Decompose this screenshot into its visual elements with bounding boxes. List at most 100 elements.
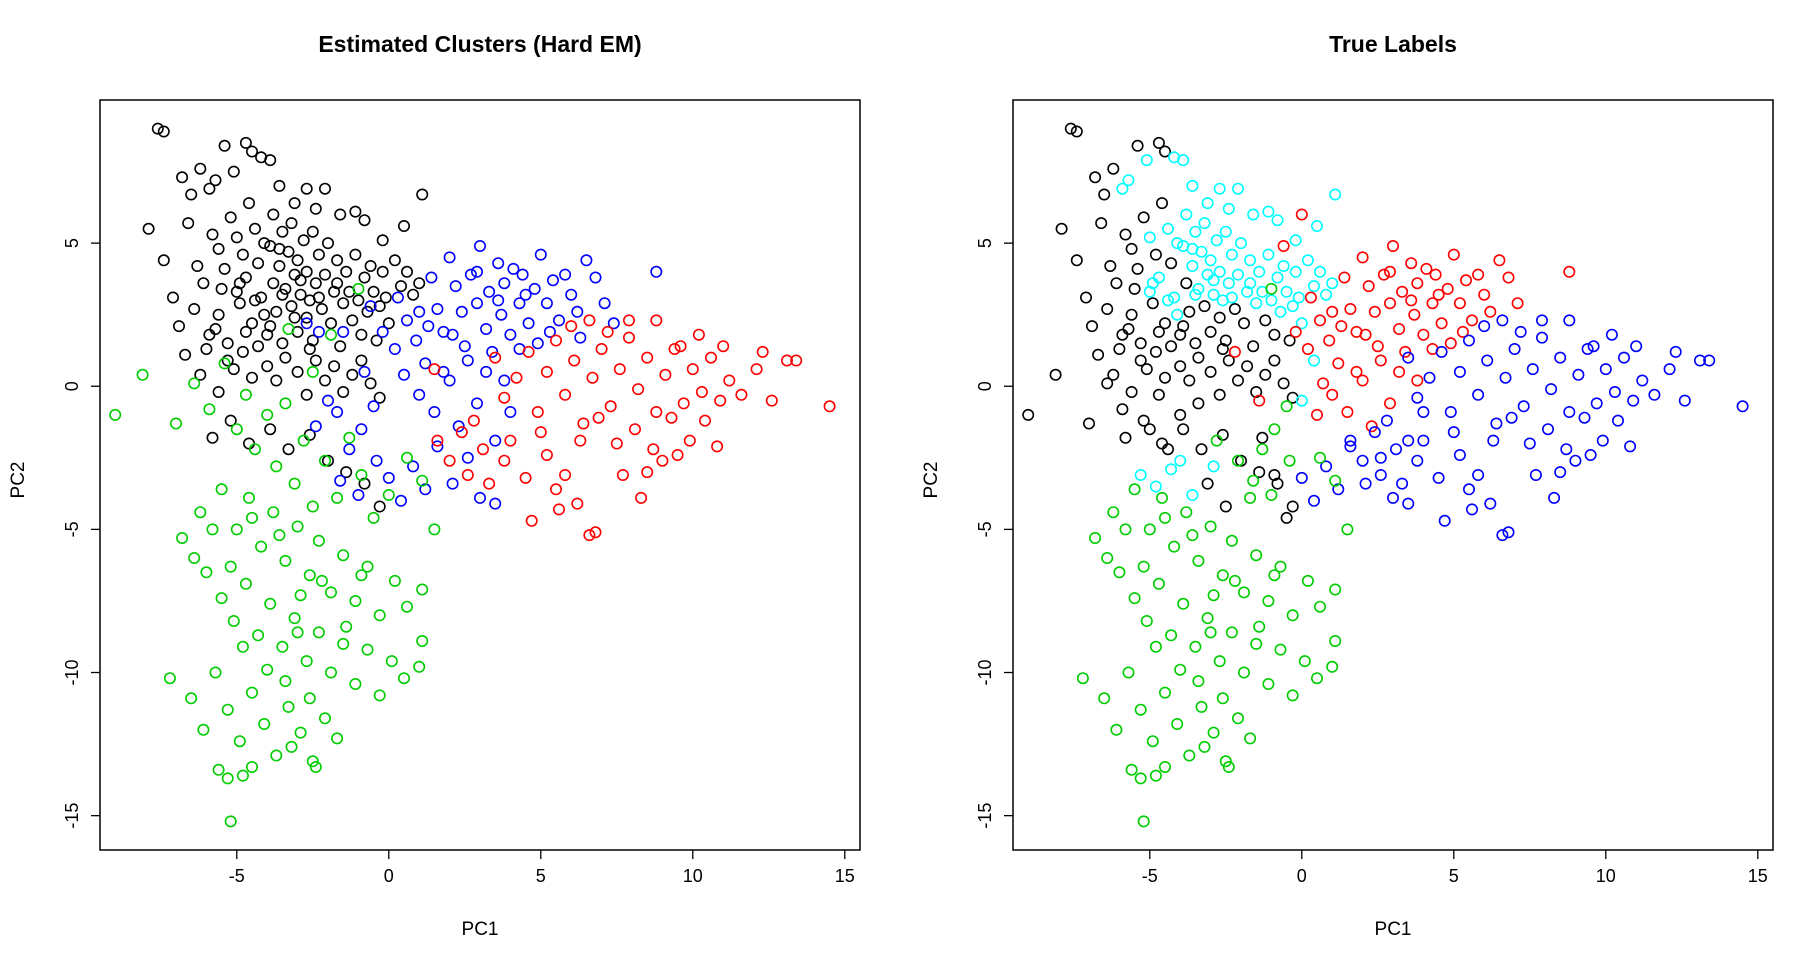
data-point — [461, 354, 474, 367]
data-point — [1186, 242, 1199, 255]
data-point — [1463, 483, 1476, 496]
data-point — [273, 529, 286, 542]
data-point — [1174, 360, 1187, 373]
data-point — [203, 328, 216, 341]
data-point — [1134, 772, 1147, 785]
data-point — [243, 197, 256, 210]
data-point — [291, 520, 304, 533]
data-point — [239, 577, 252, 590]
data-point — [1140, 363, 1153, 376]
y-axis-label: PC2 — [921, 462, 942, 499]
data-point — [1149, 345, 1162, 358]
data-point — [331, 277, 344, 290]
data-point — [358, 214, 371, 227]
data-point — [1225, 626, 1238, 639]
data-point — [318, 268, 331, 281]
data-point — [1368, 305, 1381, 318]
data-point — [1204, 626, 1217, 639]
data-point — [1377, 268, 1390, 281]
data-point — [230, 523, 243, 536]
data-point — [1308, 494, 1321, 507]
data-point — [370, 334, 383, 347]
data-point — [1064, 122, 1077, 135]
x-tick-label: 0 — [384, 866, 394, 886]
data-point — [1304, 291, 1317, 304]
data-point — [1186, 529, 1199, 542]
data-point — [285, 217, 298, 230]
data-point — [1146, 297, 1159, 310]
data-point — [1536, 331, 1549, 344]
data-point — [1384, 297, 1397, 310]
data-point — [1265, 282, 1278, 295]
data-point — [1253, 620, 1266, 633]
data-point — [1149, 480, 1162, 493]
data-point — [1341, 523, 1354, 536]
data-point — [373, 300, 386, 313]
data-point — [1198, 217, 1211, 230]
data-point — [1201, 197, 1214, 210]
data-point — [1165, 257, 1178, 270]
data-point — [385, 655, 398, 668]
data-point — [270, 460, 283, 473]
data-point — [1432, 471, 1445, 484]
data-point — [1095, 217, 1108, 230]
data-point — [1359, 477, 1372, 490]
data-point — [349, 594, 362, 607]
data-point — [364, 259, 377, 272]
data-point — [1420, 262, 1433, 275]
panel-estimated-clusters: Estimated Clusters (Hard EM) PC1 PC2 -5 0… — [8, 31, 861, 940]
data-point — [194, 368, 207, 381]
data-point — [1648, 388, 1661, 401]
data-point — [1143, 231, 1156, 244]
data-point — [1301, 574, 1314, 587]
data-point — [379, 291, 392, 304]
data-point — [334, 208, 347, 221]
data-point — [1268, 569, 1281, 582]
data-point — [1380, 414, 1393, 427]
data-point — [376, 234, 389, 247]
data-point — [714, 394, 727, 407]
data-point — [1329, 583, 1342, 596]
data-point — [1228, 345, 1241, 358]
data-point — [197, 277, 210, 290]
data-point — [498, 391, 511, 404]
data-point — [1213, 311, 1226, 324]
data-point — [1578, 411, 1591, 424]
data-point — [1447, 248, 1460, 261]
data-point — [601, 325, 614, 338]
data-point — [294, 726, 307, 739]
data-point — [416, 634, 429, 647]
data-point — [1107, 162, 1120, 175]
data-point — [1083, 417, 1096, 430]
data-point — [635, 491, 648, 504]
data-point — [507, 262, 520, 275]
data-point — [704, 351, 717, 364]
data-point — [1122, 174, 1135, 187]
data-point — [1587, 340, 1600, 353]
data-point — [1265, 294, 1278, 307]
data-point — [519, 471, 532, 484]
data-point — [243, 437, 256, 450]
data-point — [1605, 328, 1618, 341]
data-point — [1311, 408, 1324, 421]
data-point — [1274, 305, 1287, 318]
data-point — [1301, 342, 1314, 355]
data-point — [1384, 265, 1397, 278]
data-point — [422, 320, 435, 333]
data-point — [650, 405, 663, 418]
data-point — [1244, 254, 1257, 267]
data-point — [1207, 274, 1220, 287]
data-point — [540, 365, 553, 378]
data-point — [616, 468, 629, 481]
data-point — [428, 363, 441, 376]
data-point — [452, 420, 465, 433]
data-point — [157, 125, 170, 138]
data-point — [480, 365, 493, 378]
data-point — [1262, 248, 1275, 261]
data-point — [510, 371, 523, 384]
data-point — [1390, 443, 1403, 456]
data-point — [1545, 383, 1558, 396]
data-point — [1314, 314, 1327, 327]
data-point — [1314, 265, 1327, 278]
data-point — [264, 320, 277, 333]
